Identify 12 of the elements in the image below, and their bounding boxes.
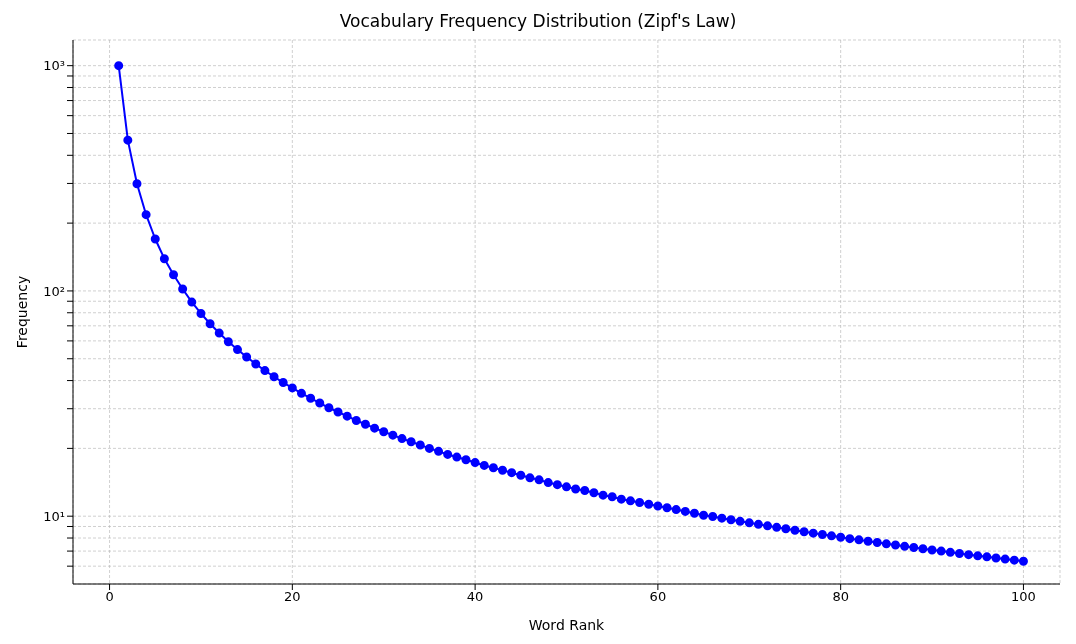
x-tick-label: 80	[832, 589, 849, 605]
x-tick-label: 20	[284, 589, 301, 605]
x-tick-label: 0	[105, 589, 114, 605]
x-tick-label: 40	[466, 589, 484, 605]
x-tick-label: 60	[649, 589, 667, 605]
chart-title: Vocabulary Frequency Distribution (Zipf's Law)	[338, 10, 738, 33]
y-axis-title: Frequency	[13, 275, 30, 349]
x-axis-title: Word Rank	[528, 617, 606, 633]
y-tick-label: 10¹	[43, 508, 65, 524]
y-tick-label: 10³	[43, 58, 65, 74]
x-tick-label: 100	[1011, 589, 1036, 605]
y-tick-label: 10²	[43, 283, 65, 299]
